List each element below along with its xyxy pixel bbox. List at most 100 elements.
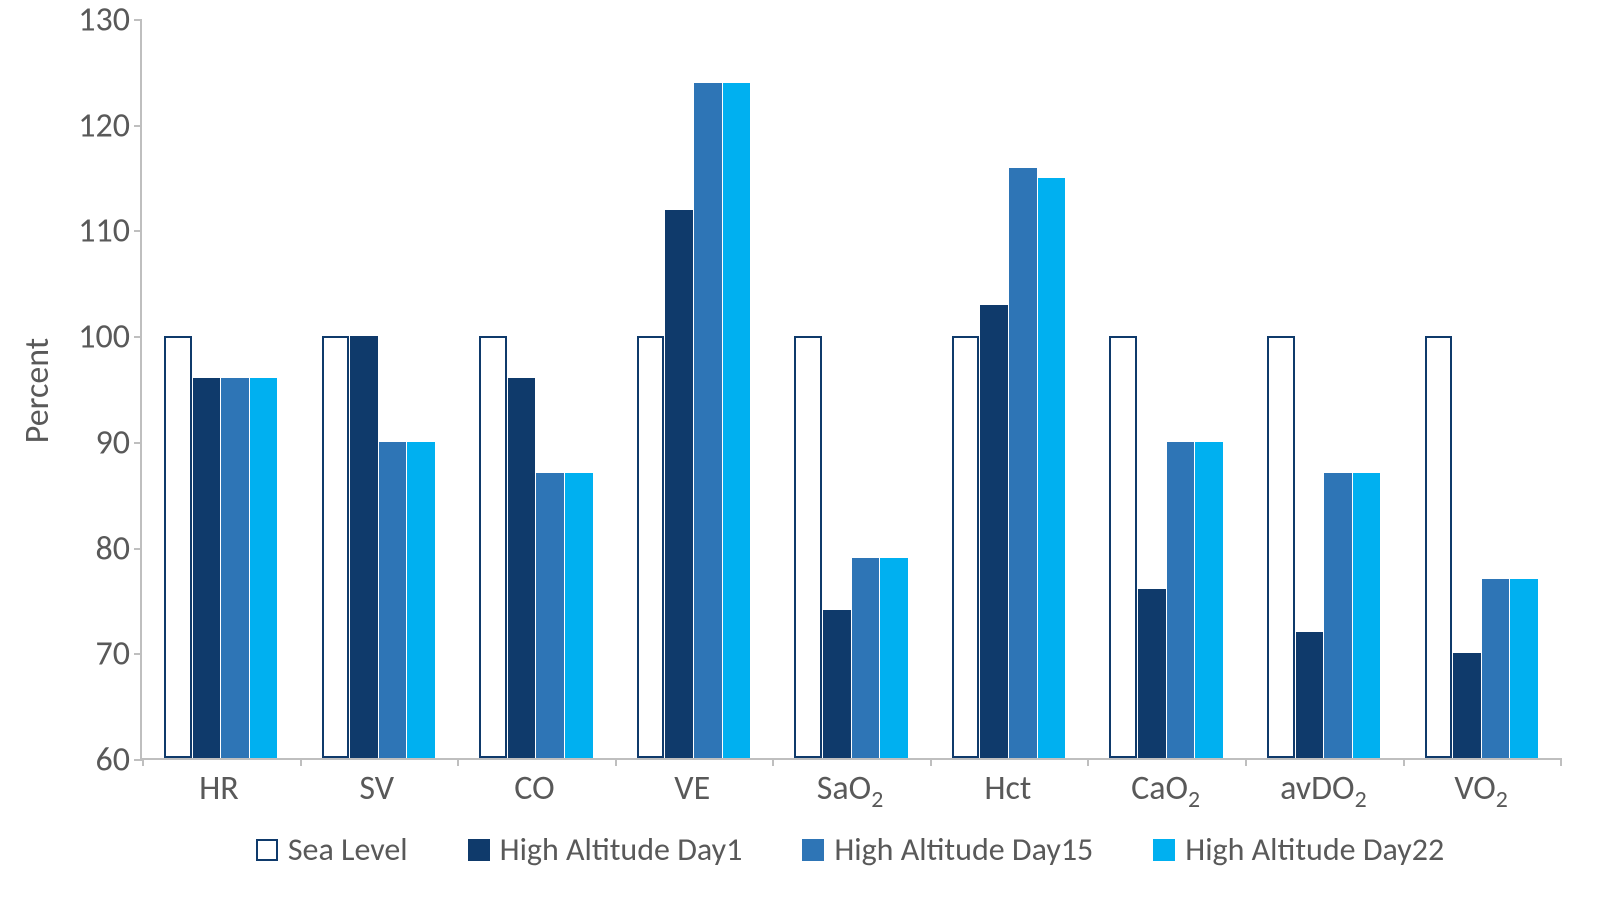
x-tick-mark bbox=[457, 758, 459, 766]
bar bbox=[952, 336, 980, 758]
legend-item: High Altitude Day1 bbox=[468, 830, 743, 869]
bar bbox=[350, 336, 378, 758]
x-axis-label: VO2 bbox=[1402, 768, 1560, 809]
bar bbox=[1482, 579, 1510, 758]
legend-label: High Altitude Day15 bbox=[834, 830, 1093, 869]
y-tick-label: 90 bbox=[70, 422, 130, 463]
bar bbox=[508, 378, 536, 758]
y-tick-mark bbox=[134, 548, 142, 550]
y-tick-mark bbox=[134, 442, 142, 444]
bar bbox=[665, 210, 693, 758]
y-tick-mark bbox=[134, 230, 142, 232]
legend-swatch bbox=[468, 839, 490, 861]
bar-group bbox=[930, 20, 1088, 758]
bar-group bbox=[1403, 20, 1561, 758]
y-tick-mark bbox=[134, 125, 142, 127]
bar bbox=[1324, 473, 1352, 758]
x-tick-mark bbox=[1245, 758, 1247, 766]
bar-cluster bbox=[321, 20, 436, 758]
x-tick-mark bbox=[1403, 758, 1405, 766]
bar-group bbox=[1245, 20, 1403, 758]
x-tick-mark bbox=[615, 758, 617, 766]
bar bbox=[1425, 336, 1453, 758]
bar bbox=[880, 558, 908, 758]
legend-swatch bbox=[256, 839, 278, 861]
x-tick-mark bbox=[772, 758, 774, 766]
legend-item: High Altitude Day22 bbox=[1153, 830, 1444, 869]
bar bbox=[379, 442, 407, 758]
bar-cluster bbox=[1109, 20, 1224, 758]
y-tick-mark bbox=[134, 336, 142, 338]
legend-item: High Altitude Day15 bbox=[802, 830, 1093, 869]
bar bbox=[980, 305, 1008, 758]
x-tick-mark bbox=[930, 758, 932, 766]
bar-groups bbox=[142, 20, 1560, 758]
bar-group bbox=[1087, 20, 1245, 758]
bar-group bbox=[300, 20, 458, 758]
bar-cluster bbox=[163, 20, 278, 758]
legend-label: Sea Level bbox=[288, 830, 408, 869]
legend-swatch bbox=[802, 839, 824, 861]
bar bbox=[1167, 442, 1195, 758]
bar bbox=[1009, 168, 1037, 758]
bar bbox=[407, 442, 435, 758]
x-axis-label: CaO2 bbox=[1087, 768, 1245, 809]
y-tick-mark bbox=[134, 19, 142, 21]
plot-area bbox=[140, 20, 1560, 760]
x-axis-label: SV bbox=[298, 768, 456, 809]
y-tick-label: 80 bbox=[70, 528, 130, 569]
x-axis-label: SaO2 bbox=[771, 768, 929, 809]
bar bbox=[1038, 178, 1066, 758]
bar bbox=[1353, 473, 1381, 758]
y-axis-label: Percent bbox=[18, 337, 59, 442]
y-tick-mark bbox=[134, 759, 142, 761]
bar bbox=[1296, 632, 1324, 759]
bar bbox=[250, 378, 278, 758]
bar bbox=[164, 336, 192, 758]
x-tick-mark bbox=[300, 758, 302, 766]
x-tick-mark bbox=[142, 758, 144, 766]
legend-swatch bbox=[1153, 839, 1175, 861]
legend-label: High Altitude Day1 bbox=[500, 830, 743, 869]
y-tick-label: 70 bbox=[70, 634, 130, 675]
bar bbox=[1195, 442, 1223, 758]
y-tick-label: 130 bbox=[70, 0, 130, 41]
y-tick-label: 110 bbox=[70, 211, 130, 252]
bar bbox=[1109, 336, 1137, 758]
bar-group bbox=[615, 20, 773, 758]
y-axis-label-container: Percent bbox=[18, 20, 58, 760]
x-axis-label: Hct bbox=[929, 768, 1087, 809]
x-axis-label: HR bbox=[140, 768, 298, 809]
x-axis-label: VE bbox=[613, 768, 771, 809]
bar bbox=[637, 336, 665, 758]
bar bbox=[322, 336, 350, 758]
bar bbox=[221, 378, 249, 758]
bar-cluster bbox=[1424, 20, 1539, 758]
legend: Sea Level High Altitude Day1 High Altitude… bbox=[140, 830, 1560, 869]
bar bbox=[536, 473, 564, 758]
bar-cluster bbox=[951, 20, 1066, 758]
bar-group bbox=[142, 20, 300, 758]
legend-label: High Altitude Day22 bbox=[1185, 830, 1444, 869]
bar bbox=[723, 83, 751, 758]
bar bbox=[479, 336, 507, 758]
bar-chart: Percent 60708090100110120130 HRSVCOVESaO… bbox=[0, 0, 1600, 901]
bar-cluster bbox=[636, 20, 751, 758]
bar-group bbox=[457, 20, 615, 758]
bar-cluster bbox=[478, 20, 593, 758]
bar-group bbox=[772, 20, 930, 758]
bar bbox=[565, 473, 593, 758]
bar bbox=[1453, 653, 1481, 758]
x-axis-labels: HRSVCOVESaO2HctCaO2avDO2VO2 bbox=[140, 768, 1560, 809]
x-axis-label: CO bbox=[456, 768, 614, 809]
bar bbox=[852, 558, 880, 758]
bar bbox=[694, 83, 722, 758]
bar-cluster bbox=[1266, 20, 1381, 758]
bar bbox=[1138, 589, 1166, 758]
y-tick-label: 120 bbox=[70, 105, 130, 146]
legend-item: Sea Level bbox=[256, 830, 408, 869]
x-tick-mark bbox=[1087, 758, 1089, 766]
bar bbox=[823, 610, 851, 758]
bar-cluster bbox=[794, 20, 909, 758]
x-axis-label: avDO2 bbox=[1244, 768, 1402, 809]
